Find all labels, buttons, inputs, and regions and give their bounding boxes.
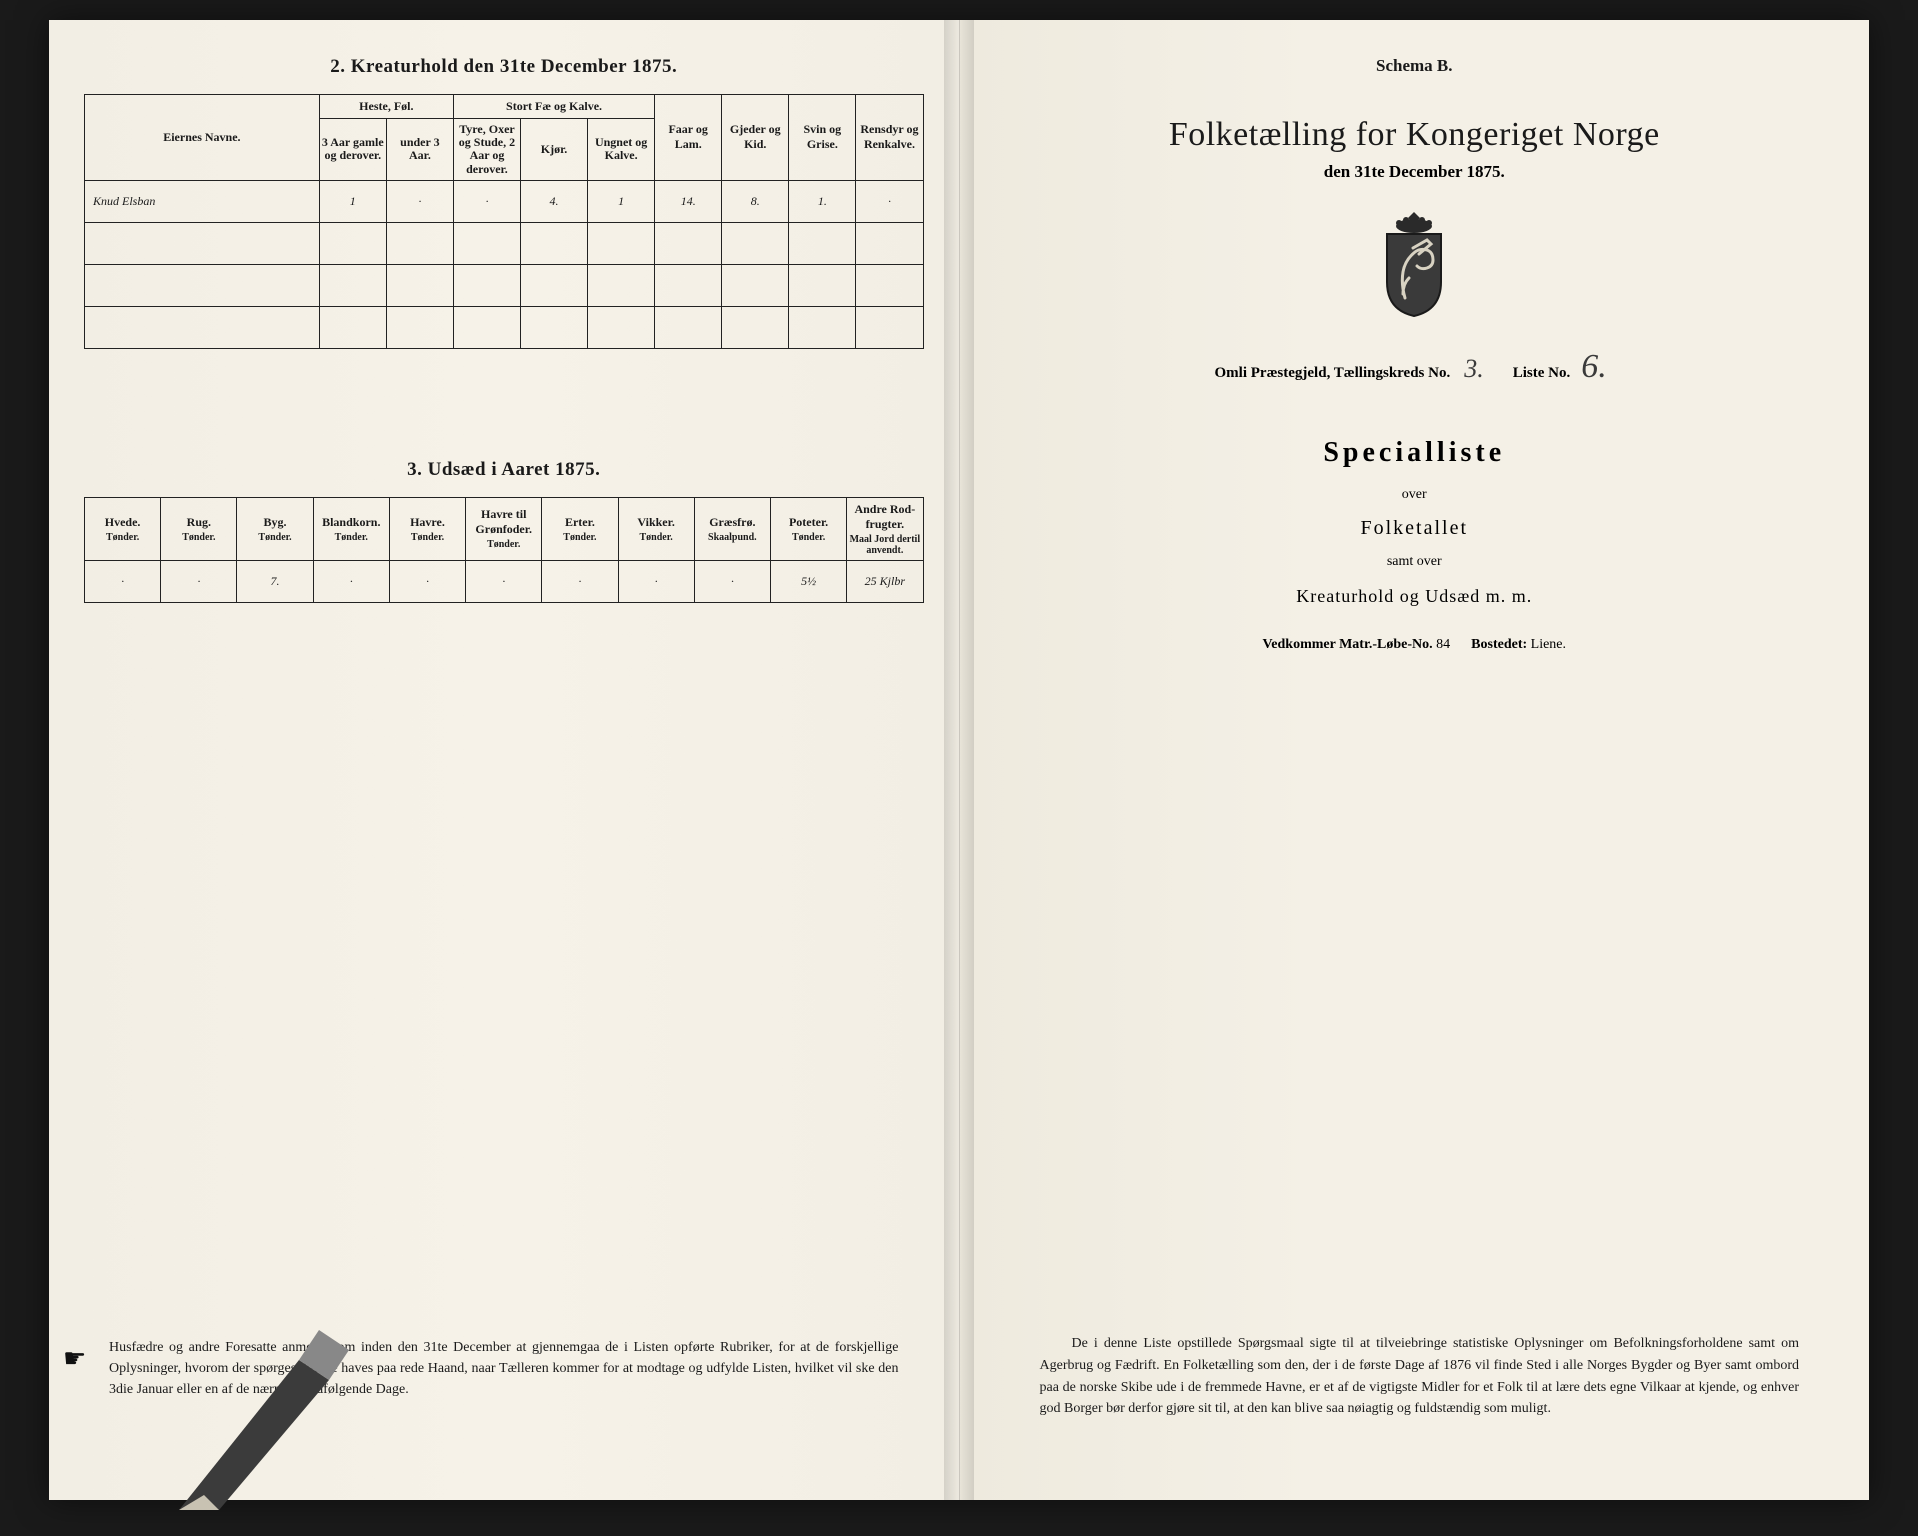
- cell: 4.: [521, 180, 588, 222]
- field-line: Omli Præstegjeld, Tællingskreds No. 3. L…: [995, 348, 1835, 387]
- right-page: Schema B. Folketælling for Kongeriget No…: [960, 20, 1870, 1500]
- th-name: Eiernes Navne.: [85, 95, 320, 181]
- t3-header: Hvede.Tønder.: [85, 497, 161, 560]
- th-stort-c: Ungnet og Kalve.: [588, 119, 655, 181]
- cell: 1.: [789, 180, 856, 222]
- table-row-empty: [85, 222, 924, 264]
- cell: ·: [161, 560, 237, 602]
- section2-title: 2. Kreaturhold den 31te December 1875.: [84, 56, 924, 78]
- cell: ·: [694, 560, 770, 602]
- section3-title: 3. Udsæd i Aaret 1875.: [84, 459, 924, 481]
- book-spread: 2. Kreaturhold den 31te December 1875. E…: [49, 20, 1869, 1500]
- cell: ·: [542, 560, 618, 602]
- t3-header: Byg.Tønder.: [237, 497, 313, 560]
- cell: 14.: [655, 180, 722, 222]
- th-svin: Svin og Grise.: [789, 95, 856, 181]
- t3-header: Rug.Tønder.: [161, 497, 237, 560]
- pointing-hand-icon: ☛: [63, 1339, 86, 1378]
- table-row-empty: [85, 264, 924, 306]
- cell: ·: [313, 560, 389, 602]
- th-stort-b: Kjør.: [521, 119, 588, 181]
- table-kreaturhold: Eiernes Navne. Heste, Føl. Stort Fæ og K…: [84, 94, 924, 349]
- cell: ·: [389, 560, 465, 602]
- th-heste-b: under 3 Aar.: [386, 119, 453, 181]
- t3-header: Havre til Grønfoder.Tønder.: [466, 497, 542, 560]
- th-stort-group: Stort Fæ og Kalve.: [453, 95, 654, 119]
- cell: ·: [453, 180, 520, 222]
- table-row: Knud Elsban 1 · · 4. 1 14. 8. 1. ·: [85, 180, 924, 222]
- vedkommer-line: Vedkommer Matr.-Løbe-No. 84 Bostedet: Li…: [995, 637, 1835, 653]
- cell: ·: [618, 560, 694, 602]
- t3-header: Havre.Tønder.: [389, 497, 465, 560]
- cell: 1: [588, 180, 655, 222]
- th-gjeder: Gjeder og Kid.: [722, 95, 789, 181]
- praest-value: 3.: [1454, 354, 1494, 385]
- left-footnote: ☛ Husfædre og andre Foresatte anmodes om…: [109, 1337, 899, 1400]
- schema-label: Schema B.: [995, 56, 1835, 76]
- t3-header: Erter.Tønder.: [542, 497, 618, 560]
- cell: 5½: [770, 560, 846, 602]
- vedk-val1: 84: [1436, 637, 1450, 652]
- footnote-text: Husfædre og andre Foresatte anmodes om i…: [109, 1340, 899, 1397]
- table-udsaed: Hvede.Tønder.Rug.Tønder.Byg.Tønder.Bland…: [84, 497, 924, 603]
- coat-of-arms-icon: [1369, 208, 1459, 318]
- cell: ·: [386, 180, 453, 222]
- t3-header: Poteter.Tønder.: [770, 497, 846, 560]
- folketallet-label: Folketallet: [995, 517, 1835, 540]
- specialliste-title: Specialliste: [995, 437, 1835, 469]
- th-heste-group: Heste, Føl.: [319, 95, 453, 119]
- samt-over-label: samt over: [995, 554, 1835, 570]
- cell: 25 Kjlbr: [847, 560, 923, 602]
- th-stort-a: Tyre, Oxer og Stude, 2 Aar og derover.: [453, 119, 520, 181]
- over-label: over: [995, 487, 1835, 503]
- table-row-empty: [85, 306, 924, 348]
- left-page: 2. Kreaturhold den 31te December 1875. E…: [49, 20, 960, 1500]
- table-row: ··7.······5½25 Kjlbr: [85, 560, 924, 602]
- th-faar: Faar og Lam.: [655, 95, 722, 181]
- vedk-label2: Bostedet:: [1471, 637, 1527, 652]
- th-rensdyr: Rensdyr og Renkalve.: [856, 95, 923, 181]
- cell: 1: [319, 180, 386, 222]
- th-heste-a: 3 Aar gamle og derover.: [319, 119, 386, 181]
- vedk-label1: Vedkommer Matr.-Løbe-No.: [1262, 637, 1432, 652]
- cell: ·: [856, 180, 923, 222]
- cell: 7.: [237, 560, 313, 602]
- t3-header-row: Hvede.Tønder.Rug.Tønder.Byg.Tønder.Bland…: [85, 497, 924, 560]
- right-foot-text: De i denne Liste opstillede Spørgsmaal s…: [1040, 1333, 1800, 1420]
- cell: 8.: [722, 180, 789, 222]
- cell: ·: [466, 560, 542, 602]
- t3-header: Græsfrø.Skaalpund.: [694, 497, 770, 560]
- praest-label: Omli Præstegjeld, Tællingskreds No.: [1215, 365, 1451, 381]
- cell-name: Knud Elsban: [85, 180, 320, 222]
- main-title: Folketælling for Kongeriget Norge: [995, 116, 1835, 154]
- t3-header: Blandkorn.Tønder.: [313, 497, 389, 560]
- main-subtitle: den 31te December 1875.: [995, 162, 1835, 182]
- cell: ·: [85, 560, 161, 602]
- t3-header: Vikker.Tønder.: [618, 497, 694, 560]
- kreatur-label: Kreaturhold og Udsæd m. m.: [995, 586, 1835, 607]
- liste-label: Liste No.: [1513, 365, 1571, 381]
- t3-header: Andre Rod-frugter.Maal Jord dertil anven…: [847, 497, 923, 560]
- vedk-val2: Liene.: [1531, 637, 1566, 652]
- liste-value: 6.: [1574, 348, 1614, 387]
- right-footnote: De i denne Liste opstillede Spørgsmaal s…: [1040, 1333, 1800, 1420]
